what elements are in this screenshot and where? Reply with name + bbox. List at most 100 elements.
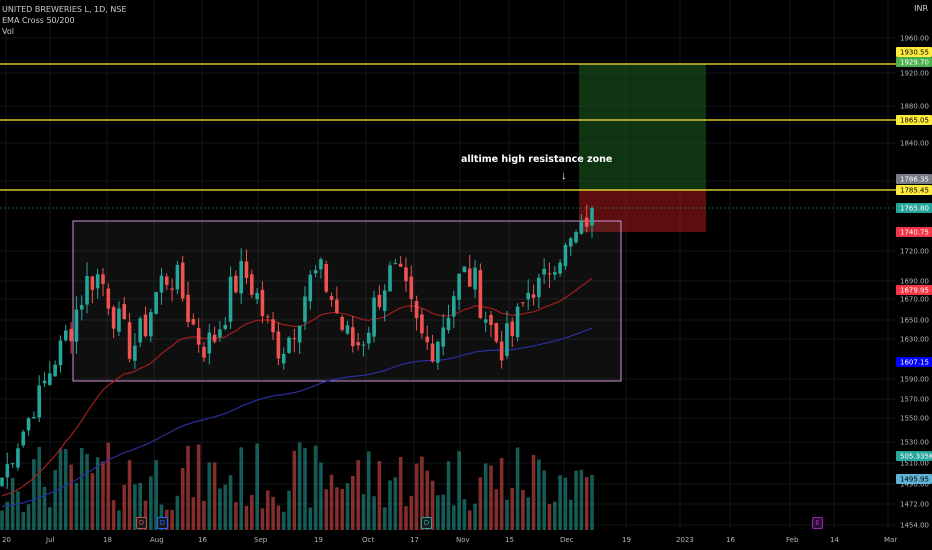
candle-body: [255, 292, 259, 300]
volume-bar: [425, 470, 430, 530]
volume-bar: [133, 484, 137, 530]
candle-body: [196, 328, 201, 345]
candle-body: [117, 308, 121, 332]
consolidation-range-box[interactable]: [72, 220, 622, 382]
volume-bar: [90, 473, 95, 530]
indicator-volume-label[interactable]: Vol: [2, 27, 14, 36]
volume-bar: [372, 496, 376, 530]
svg-text:505.335K: 505.335K: [900, 453, 932, 461]
candle-body: [478, 270, 483, 318]
dividend-event-icon[interactable]: D: [136, 517, 147, 529]
volume-bar: [398, 456, 403, 530]
candle-body: [239, 260, 243, 294]
candle-body: [276, 331, 281, 359]
candle-body: [138, 318, 142, 343]
candle-body: [37, 385, 42, 418]
candle-body: [111, 307, 116, 329]
volume-bar: [186, 445, 190, 530]
candle-body: [409, 276, 414, 300]
volume-bar: [404, 506, 408, 530]
time-tick-label: Mar: [884, 536, 897, 544]
candle-body: [521, 302, 525, 304]
volume-bar: [409, 495, 414, 530]
price-badge: 1765.80: [896, 203, 932, 213]
volume-bar: [95, 457, 100, 530]
candle-body: [563, 244, 568, 267]
candle-body: [271, 319, 275, 333]
indicator-ema-label[interactable]: EMA Cross 50/200: [2, 16, 75, 25]
price-badge: 1786.35: [896, 174, 932, 184]
volume-bar: [32, 459, 36, 530]
candle-body: [372, 297, 376, 337]
price-tick-label: 1454.00: [900, 522, 929, 530]
candle-body: [356, 342, 360, 346]
svg-text:1785.45: 1785.45: [900, 187, 929, 195]
svg-text:1929.70: 1929.70: [900, 59, 929, 67]
volume-bar: [494, 489, 499, 530]
candle-body: [218, 329, 222, 338]
volume-bar: [361, 494, 366, 530]
candle-body: [366, 332, 371, 344]
volume-bar: [292, 450, 297, 530]
candle-body: [32, 416, 36, 419]
price-tick-label: 1690.00: [900, 278, 929, 286]
volume-bar: [351, 475, 355, 530]
volume-bars: [0, 442, 594, 530]
volume-bar: [223, 484, 228, 530]
dividend-event-icon[interactable]: D: [157, 517, 168, 529]
price-badge: 1607.15: [896, 357, 932, 367]
candle-body: [494, 322, 499, 342]
price-badge: 1679.95: [896, 285, 932, 295]
candle-body: [79, 305, 84, 310]
earnings-event-icon[interactable]: E: [812, 517, 823, 529]
time-tick-label: 16: [198, 536, 207, 544]
volume-bar: [5, 501, 10, 530]
candle-body: [223, 324, 228, 329]
take-profit-zone[interactable]: [579, 64, 706, 190]
candle-body: [489, 314, 493, 325]
volume-bar: [526, 497, 531, 530]
candle-body: [90, 276, 95, 290]
volume-bar: [111, 500, 116, 530]
volume-bar: [377, 461, 382, 530]
volume-bar: [452, 505, 456, 530]
candle-body: [420, 314, 424, 334]
volume-bar: [515, 447, 520, 530]
candle-body: [85, 275, 89, 305]
candle-body: [58, 340, 63, 366]
price-tick-label: 1840.00: [900, 140, 929, 148]
candle-body: [552, 272, 557, 275]
chart-legend[interactable]: UNITED BREWERIES L, 1D, NSE EMA Cross 50…: [2, 4, 127, 37]
volume-bar: [478, 477, 483, 530]
time-tick-label: 2023: [676, 536, 694, 544]
volume-bar: [489, 465, 493, 530]
svg-text:1740.75: 1740.75: [900, 229, 929, 237]
candle-body: [462, 266, 467, 273]
time-tick-label: Oct: [362, 536, 374, 544]
candle-body: [324, 263, 329, 292]
volume-bar: [117, 510, 121, 530]
candle-body: [133, 345, 137, 361]
dividend-event-icon[interactable]: D: [421, 517, 432, 529]
candle-body: [5, 464, 10, 478]
candle-body: [430, 343, 435, 362]
price-scale-panel[interactable]: [896, 0, 932, 550]
candle-body: [74, 309, 79, 342]
stop-loss-zone[interactable]: [579, 190, 706, 232]
svg-text:1607.15: 1607.15: [900, 359, 929, 367]
resistance-annotation[interactable]: alltime high resistance zone: [461, 154, 613, 165]
time-tick-label: 20: [2, 536, 11, 544]
arrow-down-icon: ↓: [561, 170, 567, 182]
price-badge: 1495.95: [896, 474, 932, 484]
symbol-title[interactable]: UNITED BREWERIES L, 1D, NSE: [2, 5, 127, 14]
candle-body: [175, 264, 180, 290]
volume-bar: [175, 495, 180, 530]
volume-bar: [308, 507, 313, 530]
volume-bar: [287, 490, 291, 530]
volume-bar: [106, 442, 111, 530]
volume-bar: [324, 489, 329, 530]
volume-bar: [127, 460, 132, 530]
candle-body: [505, 323, 509, 356]
price-tick-label: 1920.00: [900, 70, 929, 78]
